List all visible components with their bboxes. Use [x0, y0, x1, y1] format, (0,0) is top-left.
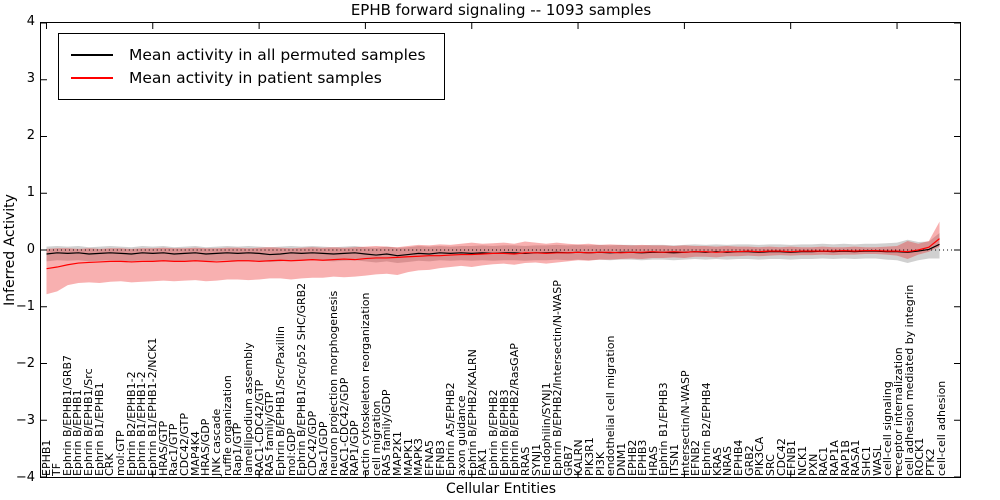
legend-line-sample-red	[71, 77, 113, 79]
legend-line-sample-black	[71, 54, 113, 56]
y-tick-label: −3	[15, 413, 35, 428]
y-tick-label: −2	[15, 356, 35, 371]
legend-label-permuted: Mean activity in all permuted samples	[129, 46, 426, 64]
chart-canvas	[41, 23, 960, 477]
y-tick-label: 3	[26, 71, 35, 86]
chart-title: EPHB forward signaling -- 1093 samples	[350, 1, 652, 19]
legend-label-patient: Mean activity in patient samples	[129, 69, 382, 87]
y-tick-label: −1	[15, 299, 35, 314]
x-tick-label: cell-cell adhesion	[934, 380, 948, 476]
legend: Mean activity in all permuted samples Me…	[58, 33, 445, 100]
y-tick-label: 1	[26, 185, 35, 200]
y-tick-label: 4	[26, 14, 35, 29]
x-axis-label: Cellular Entities	[445, 481, 557, 497]
legend-item-permuted: Mean activity in all permuted samples	[71, 46, 426, 64]
plot-area: EPHB1 TF Ephrin B/EPHB1/GRB7 Ephrin B/EPHB1…	[40, 22, 961, 478]
y-tick-label: 2	[26, 128, 35, 143]
legend-item-patient: Mean activity in patient samples	[71, 69, 426, 87]
y-tick-label: −4	[15, 470, 35, 485]
y-tick-label: 0	[26, 242, 35, 257]
